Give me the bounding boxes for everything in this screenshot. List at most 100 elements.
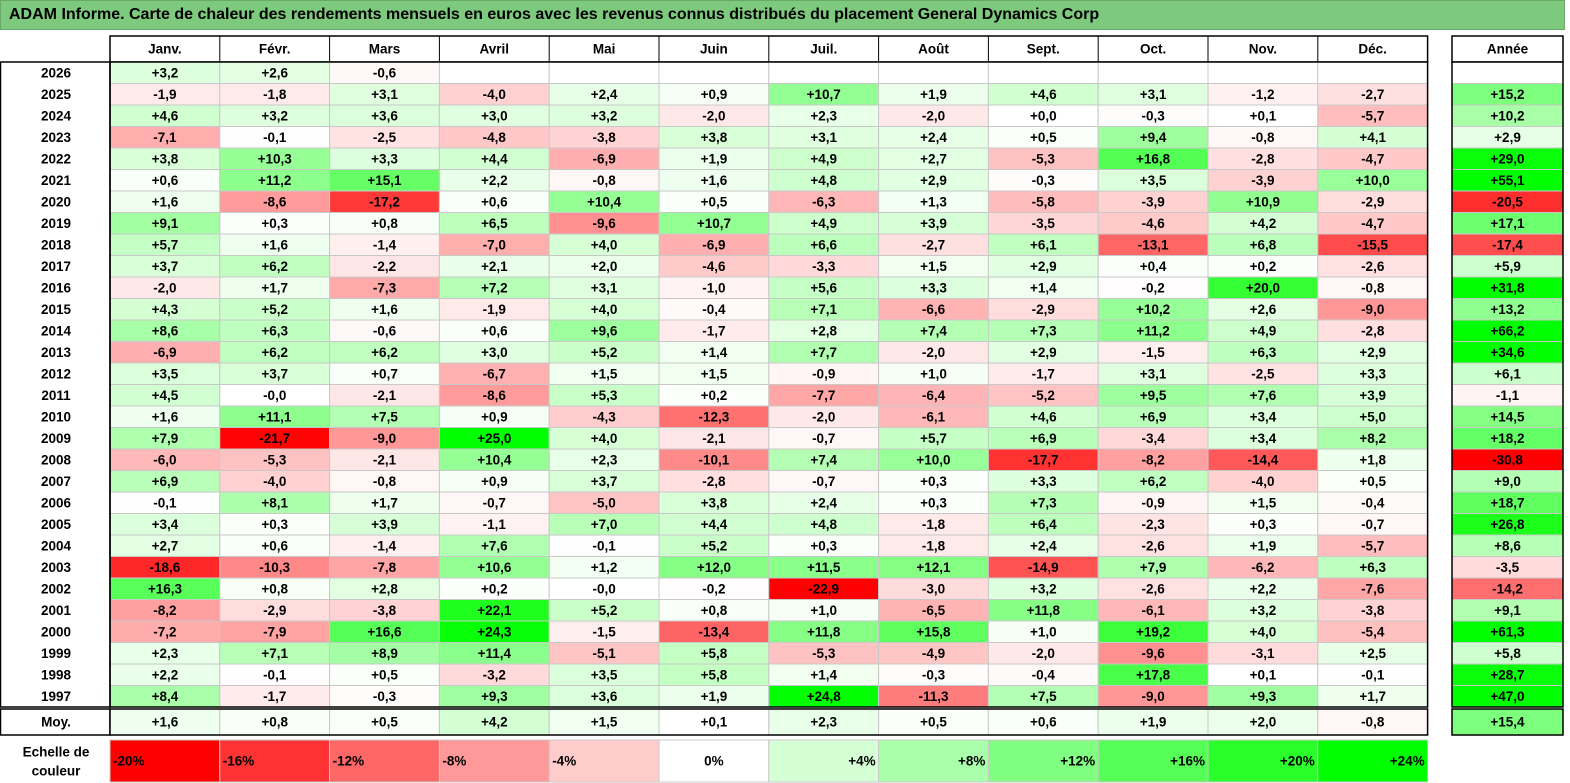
cell-value: +9,5 [1140,388,1167,403]
cell-value: +2,3 [810,108,837,123]
cell-value: -2,6 [1141,538,1165,553]
year-value: +6,1 [1494,366,1521,381]
cell-value: +2,0 [591,259,618,274]
scale-swatch [548,739,660,783]
cell-value: +0,6 [481,194,508,209]
average-value: +4,2 [481,715,508,730]
cell-value: -12,3 [699,409,730,424]
cell-value: +6,5 [481,216,508,231]
month-header-8: Août [918,42,949,57]
cell-value: +0,6 [152,173,179,188]
row-label-2015: 2015 [41,302,72,317]
cell-value: +2,4 [1030,538,1057,553]
cell-value: +7,0 [591,517,618,532]
cell-value: +10,9 [1246,194,1280,209]
month-header-9: Sept. [1027,42,1060,57]
year-value: +34,6 [1490,345,1525,360]
cell-value: -7,7 [812,388,835,403]
row-label-1997: 1997 [41,689,71,704]
cell-value: +3,0 [481,345,508,360]
cell-value: +11,8 [1027,603,1061,618]
cell-value: +3,3 [1359,366,1386,381]
cell-value: +3,8 [152,151,179,166]
cell-value: -6,5 [922,603,946,618]
cell-value: +2,8 [371,581,398,596]
year-header-label: Année [1487,42,1529,57]
cell-value: -1,8 [922,538,946,553]
cell-value: -13,4 [699,624,730,639]
cell-value: -2,0 [922,108,945,123]
cell-value: -0,4 [1032,667,1056,682]
cell-value: +3,9 [371,517,398,532]
cell-value: -6,4 [922,388,946,403]
scale-value: +20% [1280,754,1315,769]
cell-value: -1,8 [263,87,287,102]
cell-value: +5,2 [261,302,288,317]
cell-value: -4,6 [1141,216,1165,231]
cell-value: -1,7 [263,689,286,704]
year-value: +26,8 [1490,517,1525,532]
cell-value: -6,2 [1251,560,1274,575]
cell-value: +1,2 [591,560,618,575]
cell-value: +1,6 [701,173,728,188]
cell-value: +2,9 [920,173,947,188]
row-label-1999: 1999 [41,646,71,661]
year-value: +5,8 [1494,646,1521,661]
row-label-2014: 2014 [41,323,72,338]
row-label-2017: 2017 [41,259,71,274]
cell-value: -2,8 [1361,323,1385,338]
cell-value: -3,8 [373,603,397,618]
cell-value: +7,4 [920,323,947,338]
scale-swatch [768,739,880,783]
scale-label-line2: couleur [32,764,82,779]
cell-value: +1,5 [1250,495,1277,510]
cell-value: +3,2 [1250,603,1277,618]
cell-value: +4,0 [591,302,618,317]
cell-value: +4,0 [591,431,618,446]
cell-value: +10,0 [916,452,950,467]
cell-value: -3,0 [922,581,945,596]
cell-value: +1,6 [261,237,288,252]
cell-value: +4,0 [1250,624,1277,639]
year-value: +14,5 [1490,409,1525,424]
cell-value: -0,1 [263,667,287,682]
cell-value: -0,8 [1251,130,1275,145]
heatmap-cell [658,61,770,84]
cell-value: +3,1 [1140,87,1167,102]
scale-value: -16% [223,754,255,769]
scale-label-line1: Echelle de [23,745,90,760]
cell-value: +0,8 [371,216,398,231]
cell-value: +2,6 [1250,302,1277,317]
cell-value: -7,6 [1361,581,1385,596]
cell-value: -0,1 [263,130,287,145]
scale-swatch [987,739,1099,783]
scale-value: +16% [1170,754,1205,769]
row-label-2026: 2026 [41,65,72,80]
cell-value: +4,6 [1030,87,1057,102]
cell-value: +2,2 [1250,581,1277,596]
row-label-2007: 2007 [41,474,71,489]
cell-value: +3,1 [1140,366,1167,381]
cell-value: +0,6 [261,538,288,553]
cell-value: +4,5 [152,388,179,403]
month-header-3: Mars [369,42,401,57]
scale-value: +4% [848,754,875,769]
cell-value: -2,7 [1361,87,1384,102]
cell-value: +1,7 [1359,689,1386,704]
year-value: +17,1 [1490,216,1525,231]
cell-value: -2,0 [922,345,945,360]
average-cell [1097,708,1209,736]
cell-value: +5,0 [1359,409,1386,424]
scale-swatch [1207,739,1319,783]
cell-value: -5,0 [592,495,615,510]
year-value: +8,6 [1494,538,1521,553]
year-value: +13,2 [1490,302,1524,317]
cell-value: -7,9 [263,624,286,639]
cell-value: -9,0 [1141,689,1164,704]
scale-swatch [1317,739,1429,783]
row-label-2011: 2011 [41,388,71,403]
cell-value: -2,3 [1141,517,1165,532]
row-label-2025: 2025 [41,87,72,102]
cell-value: +4,3 [152,302,179,317]
average-value: +1,5 [591,715,618,730]
